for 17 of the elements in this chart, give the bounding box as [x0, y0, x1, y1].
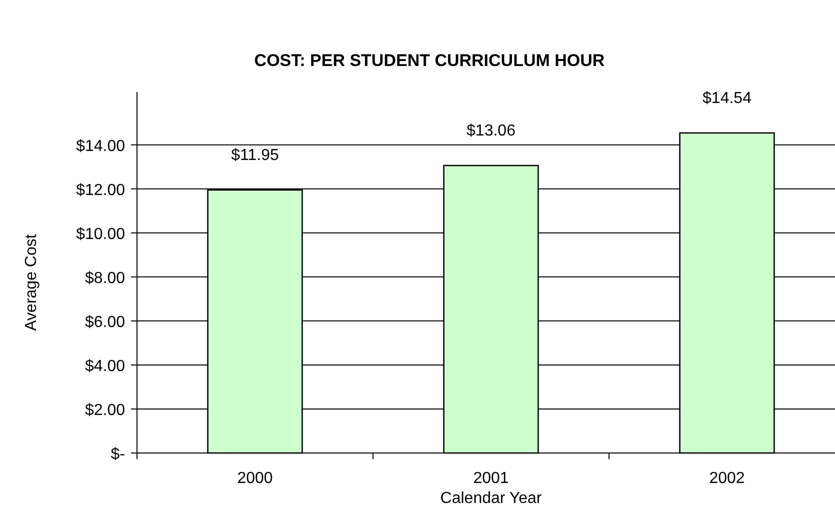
y-tick-label: $12.00 [76, 182, 126, 199]
x-tick-label: 2001 [473, 470, 509, 487]
x-tick-label: 2000 [237, 470, 273, 487]
chart-title: COST: PER STUDENT CURRICULUM HOUR [254, 51, 605, 70]
x-axis-title: Calendar Year [440, 490, 542, 507]
data-label: $14.54 [702, 90, 752, 107]
y-tick-label: $14.00 [76, 138, 126, 155]
y-tick-label: $6.00 [84, 314, 126, 331]
y-tick-label: $2.00 [84, 402, 126, 419]
data-label: $13.06 [466, 122, 516, 140]
data-label: $11.95 [231, 146, 279, 164]
y-tick-label: $10.00 [76, 226, 126, 243]
y-axis-title: Average Cost [23, 234, 40, 331]
x-tick-label: 2002 [709, 470, 745, 487]
y-tick-label: $4.00 [84, 358, 126, 375]
y-tick-label: $- [110, 446, 125, 463]
y-tick-label: $8.00 [84, 270, 126, 287]
